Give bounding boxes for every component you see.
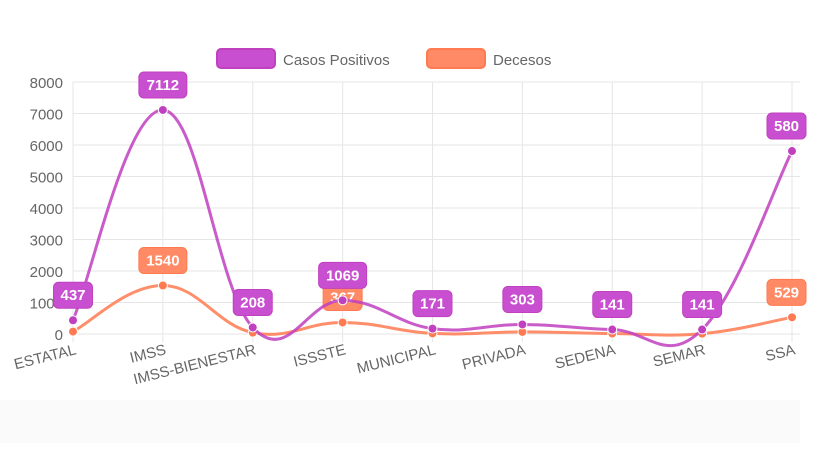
point-decesos-estatal xyxy=(68,326,78,337)
point-casos-positivos-estatal xyxy=(68,315,78,326)
y-tick-label-2000: 2000 xyxy=(30,264,63,281)
legend-label: Casos Positivos xyxy=(283,52,390,69)
point-decesos-imss xyxy=(157,280,168,291)
data-label-casos-positivos-estatal: 437 xyxy=(53,281,93,309)
data-label-box xyxy=(682,291,723,319)
point-casos-positivos-privada xyxy=(517,319,528,330)
data-label-decesos-imss: 1540 xyxy=(138,246,188,274)
data-label-casos-positivos-ssa: 580 xyxy=(766,112,807,140)
data-label-casos-positivos-municipal: 171 xyxy=(412,290,453,318)
data-label-text: 141 xyxy=(690,297,715,314)
data-label-text: 437 xyxy=(60,287,85,304)
data-label-text: 580 xyxy=(774,118,799,135)
series-line-casos-positivos xyxy=(71,108,794,348)
series-casos-positivos: 437 7112 208 1069 171 303 141 141 580 xyxy=(53,71,807,348)
legend-item-decesos: Decesos xyxy=(426,48,551,69)
y-tick-label-5000: 5000 xyxy=(30,170,63,187)
axes: 010002000300040005000600070008000ESTATAL… xyxy=(12,75,797,388)
y-tick-label-4000: 4000 xyxy=(30,201,63,218)
legend: Casos Positivos Decesos xyxy=(216,48,551,69)
y-tick-label-6000: 6000 xyxy=(30,138,63,155)
data-label-casos-positivos-privada: 303 xyxy=(502,285,543,313)
x-tick-label-municipal: MUNICIPAL xyxy=(355,341,437,377)
data-label-box xyxy=(318,261,368,289)
point-casos-positivos-semar xyxy=(697,324,708,335)
data-label-box xyxy=(53,281,93,309)
data-label-box xyxy=(766,112,807,140)
data-label-text: 7112 xyxy=(147,77,180,94)
x-tick-label-ssa: SSA xyxy=(764,341,797,365)
point-casos-positivos-imss-bienestar xyxy=(247,322,258,333)
y-tick-label-3000: 3000 xyxy=(30,233,63,250)
data-label-text: 1069 xyxy=(326,267,359,284)
x-tick-label-sedena: SEDENA xyxy=(553,341,617,372)
legend-swatch xyxy=(426,48,486,69)
point-decesos-ssa xyxy=(787,312,797,323)
point-decesos-issste xyxy=(337,317,348,328)
x-tick-label-issste: ISSSTE xyxy=(292,341,348,370)
data-label-decesos-ssa: 529 xyxy=(766,278,807,306)
data-label-box xyxy=(412,290,453,318)
data-label-text: 208 xyxy=(240,294,265,311)
point-casos-positivos-municipal xyxy=(427,323,438,334)
legend-item-casos-positivos: Casos Positivos xyxy=(216,48,390,69)
data-label-box xyxy=(232,288,273,316)
data-label-casos-positivos-imss-bienestar: 208 xyxy=(232,288,273,316)
point-casos-positivos-imss xyxy=(157,104,168,115)
data-label-casos-positivos-issste: 1069 xyxy=(318,261,368,289)
legend-label: Decesos xyxy=(493,52,551,69)
chart-footer-band xyxy=(0,400,800,443)
legend-swatch xyxy=(216,48,276,69)
data-label-text: 529 xyxy=(774,284,799,301)
data-label-box xyxy=(502,285,543,313)
point-casos-positivos-issste xyxy=(337,295,348,306)
x-tick-label-imss: IMSS xyxy=(128,341,168,366)
point-casos-positivos-ssa xyxy=(787,146,797,157)
data-label-casos-positivos-imss: 7112 xyxy=(138,71,188,99)
data-label-text: 141 xyxy=(600,297,625,314)
x-tick-label-estatal: ESTATAL xyxy=(12,341,78,373)
data-label-box xyxy=(766,278,807,306)
data-label-box xyxy=(138,71,188,99)
data-label-casos-positivos-semar: 141 xyxy=(682,291,723,319)
y-tick-label-0: 0 xyxy=(55,327,63,344)
point-casos-positivos-sedena xyxy=(607,324,618,335)
x-tick-label-privada: PRIVADA xyxy=(460,341,527,373)
data-label-box xyxy=(592,291,633,319)
y-tick-label-7000: 7000 xyxy=(30,107,63,124)
data-label-box xyxy=(138,246,188,274)
y-tick-label-8000: 8000 xyxy=(30,75,63,92)
data-label-text: 303 xyxy=(510,291,535,308)
data-label-text: 1540 xyxy=(146,252,179,269)
data-label-casos-positivos-sedena: 141 xyxy=(592,291,633,319)
data-label-text: 171 xyxy=(420,296,445,313)
